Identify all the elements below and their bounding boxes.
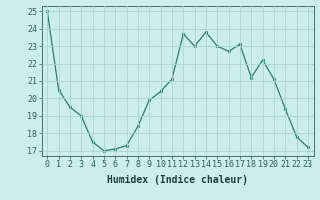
X-axis label: Humidex (Indice chaleur): Humidex (Indice chaleur) — [107, 175, 248, 185]
